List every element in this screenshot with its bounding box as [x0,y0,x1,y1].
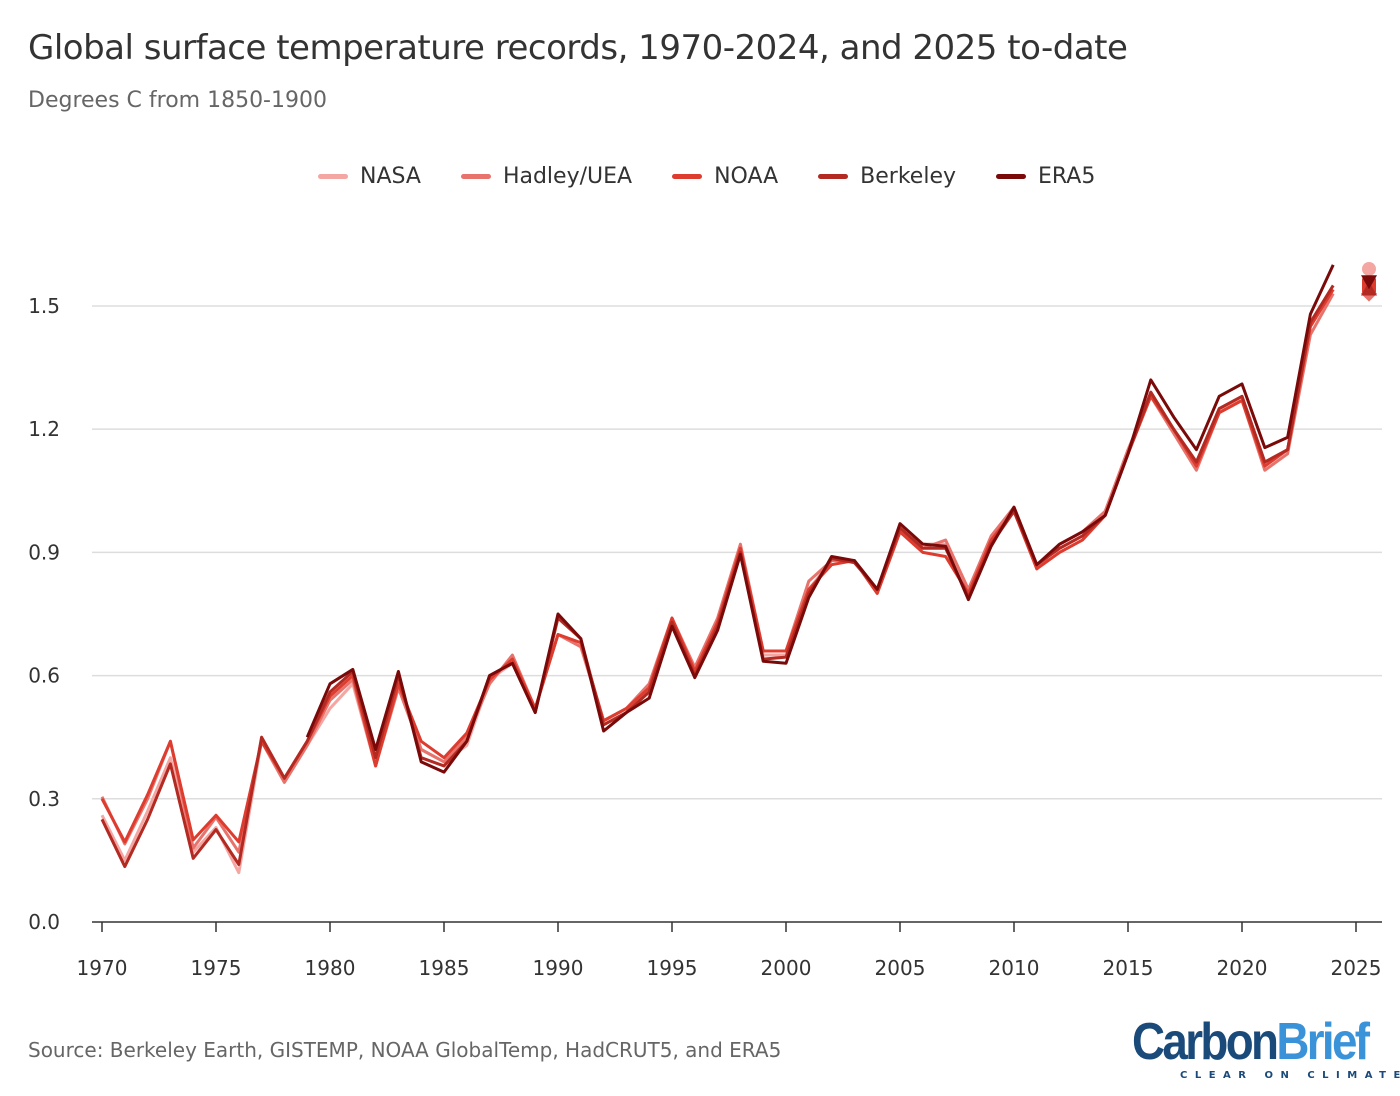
x-tick-label: 1990 [533,956,584,980]
y-tick-label: 1.2 [28,417,60,441]
series-line-noaa [100,288,1335,844]
x-tick-label: 2015 [1103,956,1154,980]
legend-swatch [672,174,703,179]
x-tick-label: 2010 [989,956,1040,980]
x-tick-label: 2000 [761,956,812,980]
x-tick-label: 1975 [191,956,242,980]
x-tick-label: 1970 [77,956,128,980]
legend-swatch [460,174,491,179]
logo-tagline: CLEAR ON CLIMATE [1180,1070,1400,1081]
legend-label: Hadley/UEA [502,164,633,189]
y-tick-label: 0.6 [28,664,60,688]
source-note: Source: Berkeley Earth, GISTEMP, NOAA Gl… [28,1038,782,1062]
y-tick-label: 1.5 [28,294,60,318]
legend-item-era5: ERA5 [996,164,1095,189]
legend-swatch [818,174,849,179]
legend-item-berkeley: Berkeley [818,164,956,189]
marker-2025-era5 [1361,275,1377,290]
marker-2025-nasa [1362,261,1376,276]
logo-text-carbon: Carbon [1132,1013,1279,1071]
legend-item-hadley-uea: Hadley/UEA [460,164,633,189]
legend-item-nasa: NASA [318,164,421,189]
legend-label: ERA5 [1038,164,1096,189]
x-tick-label: 2020 [1217,956,1268,980]
legend-label: NOAA [714,164,779,189]
legend-item-noaa: NOAA [672,164,778,189]
chart-subtitle: Degrees C from 1850-1900 [28,88,327,113]
carbonbrief-logo: CarbonBrief CLEAR ON CLIMATE [1132,1013,1400,1081]
x-tick-label: 2005 [875,956,926,980]
y-tick-label: 0.0 [28,910,60,934]
legend-label: NASA [360,164,421,189]
series-line-era5 [305,264,1335,774]
x-tick-label: 1980 [305,956,356,980]
legend-label: Berkeley [860,164,957,189]
x-tick-label: 2025 [1331,956,1382,980]
y-tick-label: 0.9 [28,540,60,564]
x-tick-label: 1985 [419,956,470,980]
legend-swatch [318,174,348,179]
series-line-nasa [100,288,1335,875]
logo-text-brief: Brief [1276,1013,1370,1071]
x-tick-label: 1995 [647,956,698,980]
series-line-hadley-uea [100,292,1335,854]
legend: NASA Hadley/UEA NOAA Berkeley ERA5 [318,164,1095,189]
chart-title: Global surface temperature records, 1970… [28,28,1128,68]
legend-swatch [996,174,1027,179]
y-tick-label: 0.3 [28,787,60,811]
